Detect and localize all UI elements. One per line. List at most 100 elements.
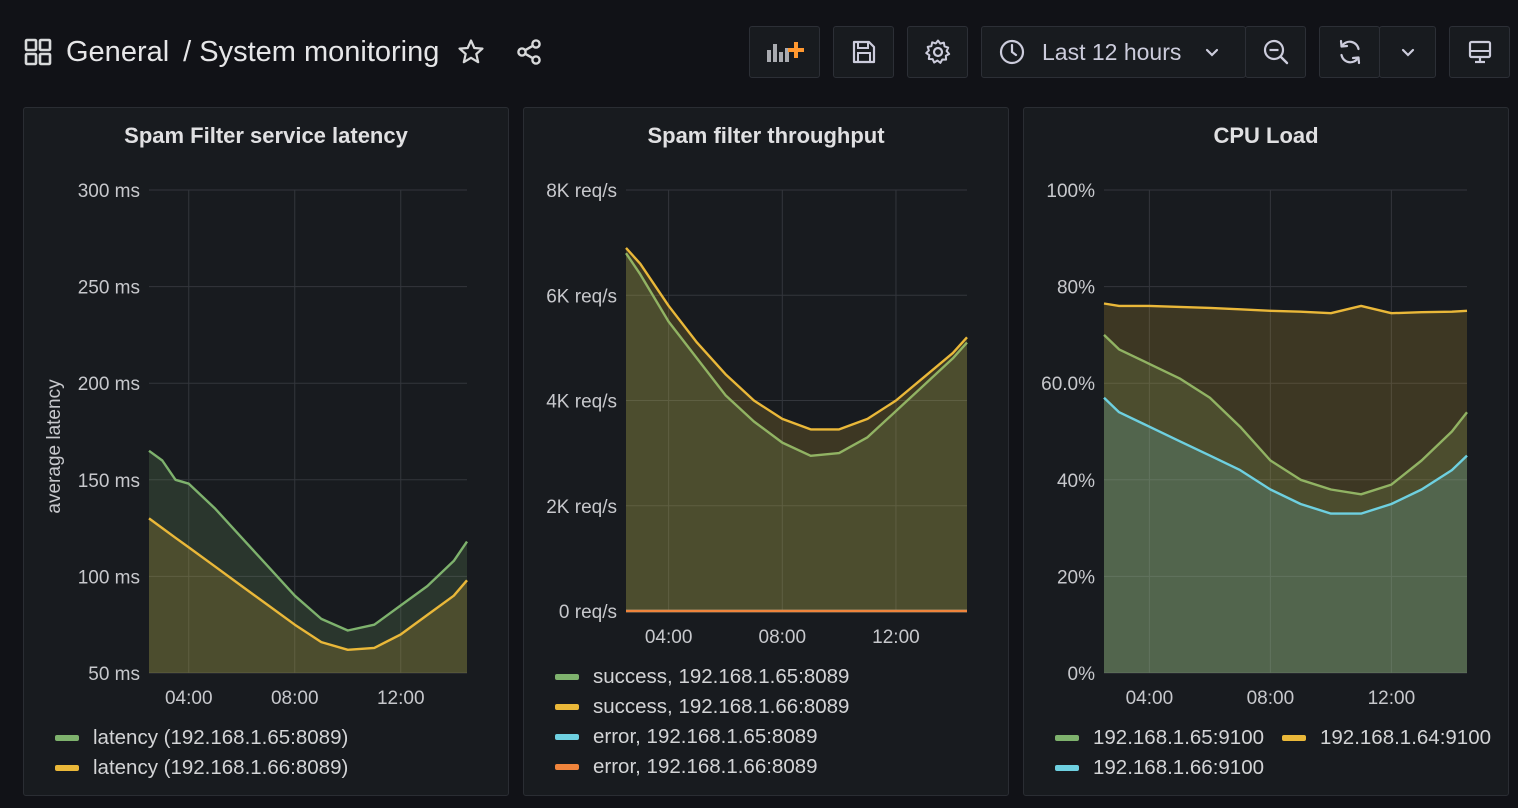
series-line [1103,396,1468,515]
y-tick-label: 300 ms [78,181,140,202]
legend-label: 192.168.1.66:9100 [1093,756,1264,779]
legend-item[interactable]: latency (192.168.1.65:8089) [55,726,348,750]
panel-title[interactable]: CPU Load [1213,123,1319,148]
dashboard-title[interactable]: System monitoring [199,35,440,68]
legend-item[interactable]: success, 192.168.1.65:8089 [555,665,849,689]
y-tick-label: 100% [1046,181,1095,202]
series-area [1104,334,1467,673]
y-tick-label: 80% [1057,278,1095,299]
share-icon[interactable] [515,38,543,66]
latency-chart[interactable]: 50 ms 100 ms 150 ms 200 ms 250 ms 300 ms 04:00… [24,108,510,797]
legend-swatch-yellow [555,704,579,710]
star-icon[interactable] [457,38,485,66]
series-line [625,252,968,457]
series-area [1104,303,1467,673]
legend-item[interactable]: error, 192.168.1.66:8089 [555,755,818,779]
legend-label: 192.168.1.64:9100 [1320,726,1491,749]
chevron-down-icon [1206,48,1219,57]
x-tick-label: 12:00 [377,688,425,709]
refresh-icon [1339,39,1360,65]
y-tick-label: 50 ms [88,664,140,685]
x-tick-label: 08:00 [1247,688,1295,709]
series-area [626,253,967,611]
legend-swatch-yellow [1282,735,1306,741]
legend-item[interactable]: error, 192.168.1.65:8089 [555,725,818,749]
y-tick-label: 6K req/s [546,286,617,307]
y-tick-label: 20% [1057,567,1095,588]
legend-item[interactable]: 192.168.1.65:9100 [1055,726,1264,750]
series-line [625,247,968,431]
x-tick-label: 12:00 [1368,688,1416,709]
legend-swatch-green [555,674,579,680]
legend-swatch-cyan [1055,765,1079,771]
add-panel-button[interactable] [749,26,820,78]
series-line [148,517,468,651]
x-tick-label: 04:00 [1126,688,1174,709]
legend-swatch-orange [555,764,579,770]
throughput-chart[interactable]: 0 req/s 2K req/s 4K req/s 6K req/s 8K req/s 0… [524,108,1010,797]
legend-label: success, 192.168.1.65:8089 [593,665,850,688]
legend-item[interactable]: 192.168.1.66:9100 [1055,756,1264,780]
monitor-icon [1468,40,1491,64]
dashboard-settings-button[interactable] [907,26,968,78]
panel-cpu-load[interactable]: CPU Load 0% 20% 40% 60.0% 80% 100% 04:00 08:00 1… [1023,107,1509,796]
series-area [626,247,967,611]
x-tick-label: 04:00 [165,688,213,709]
series-area [149,518,467,673]
panel-latency[interactable]: Spam Filter service latency 50 ms 100 ms 1… [23,107,509,796]
legend-swatch-yellow [55,765,79,771]
clock-icon [999,39,1025,65]
save-dashboard-button[interactable] [833,26,894,78]
save-icon [852,40,875,64]
view-mode-button[interactable] [1449,26,1510,78]
series-area [1104,397,1467,673]
series-line [1103,334,1468,496]
y-tick-label: 0 req/s [559,602,617,623]
breadcrumb: General / System monitoring [24,30,543,74]
time-range-label: Last 12 hours [1042,38,1182,65]
zoom-out-icon [1263,39,1288,65]
cpu-load-chart[interactable]: 0% 20% 40% 60.0% 80% 100% 04:00 08:00 12:00 [1024,108,1510,797]
legend-swatch-green [55,735,79,741]
refresh-button[interactable] [1319,26,1380,78]
y-axis-label: average latency [44,379,65,514]
y-tick-label: 2K req/s [546,497,617,518]
gear-icon [924,39,950,64]
dashboard-header: General / System monitoring [0,0,1518,104]
legend-label: latency (192.168.1.65:8089) [93,726,349,749]
y-tick-label: 40% [1057,471,1095,492]
dashboards-grid-icon[interactable] [24,38,52,66]
legend-item[interactable]: latency (192.168.1.66:8089) [55,756,348,780]
x-tick-label: 08:00 [271,688,319,709]
legend-swatch-green [1055,735,1079,741]
series-line [148,449,468,632]
legend-label: 192.168.1.65:9100 [1093,726,1264,749]
zoom-out-button[interactable] [1245,26,1306,78]
legend-swatch-cyan [555,734,579,740]
legend-item[interactable]: 192.168.1.64:9100 [1282,726,1491,750]
time-range-picker[interactable]: Last 12 hours [981,26,1246,78]
breadcrumb-folder[interactable]: General [66,35,170,68]
x-tick-label: 08:00 [759,627,807,648]
y-tick-label: 0% [1068,664,1096,685]
breadcrumb-separator: / [183,35,192,68]
y-tick-label: 250 ms [78,278,140,299]
y-tick-label: 200 ms [78,374,140,395]
panel-title[interactable]: Spam Filter service latency [124,123,408,148]
y-tick-label: 4K req/s [546,392,617,413]
legend-label: latency (192.168.1.66:8089) [93,756,349,779]
y-tick-label: 60.0% [1041,374,1095,395]
y-tick-label: 8K req/s [546,181,617,202]
legend-label: error, 192.168.1.66:8089 [593,755,818,778]
panel-throughput[interactable]: Spam filter throughput 0 req/s 2K req/s 4K… [523,107,1009,796]
y-tick-label: 100 ms [78,567,140,588]
legend-label: error, 192.168.1.65:8089 [593,725,818,748]
legend-item[interactable]: success, 192.168.1.66:8089 [555,695,849,719]
refresh-interval-dropdown[interactable] [1379,26,1436,78]
add-panel-icon [766,42,804,62]
series-line [1103,302,1468,315]
chevron-down-icon [1401,48,1414,57]
x-tick-label: 12:00 [872,627,920,648]
panel-title[interactable]: Spam filter throughput [647,123,885,148]
legend-label: success, 192.168.1.66:8089 [593,695,850,718]
